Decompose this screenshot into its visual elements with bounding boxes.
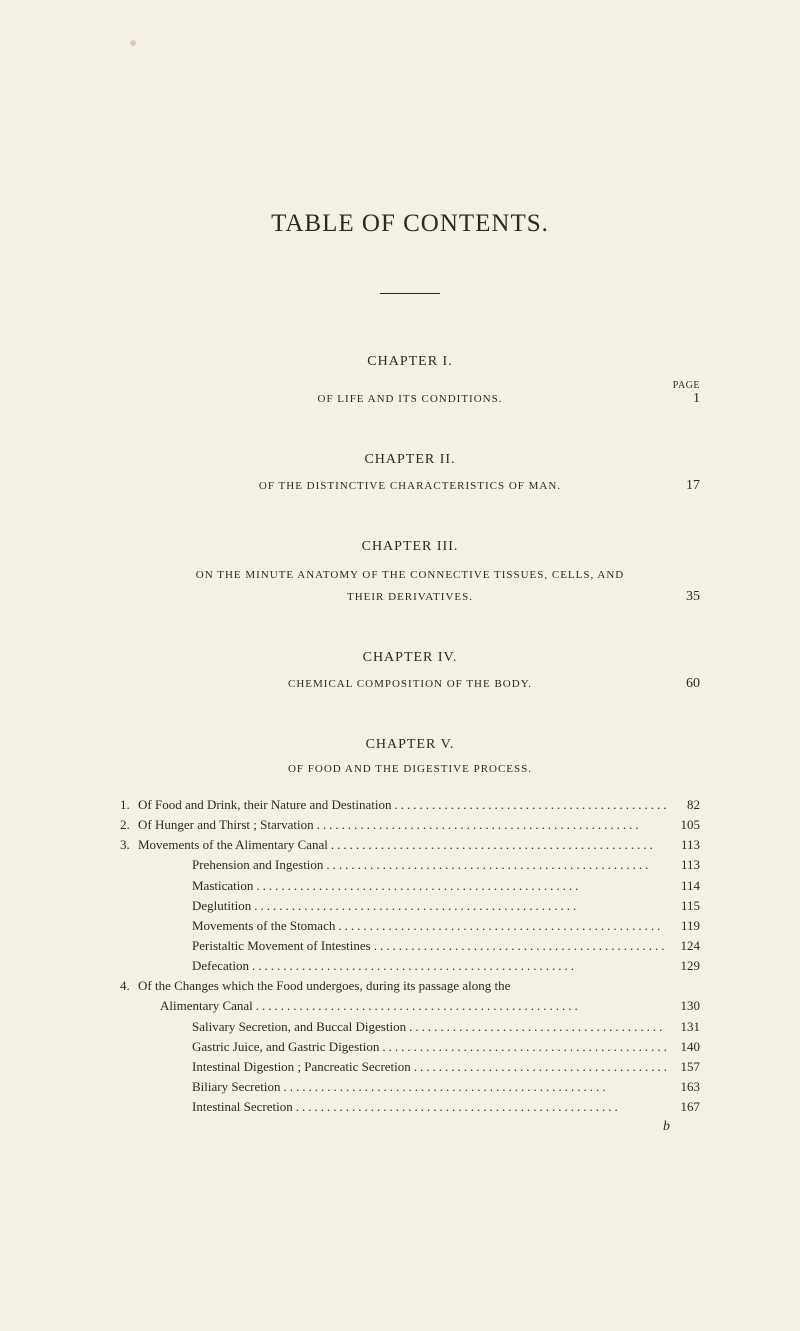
page-content: TABLE OF CONTENTS. CHAPTER I. PAGE OF LI… [120,50,700,1135]
toc-line: Intestinal Digestion ; Pancreatic Secret… [120,1057,700,1077]
toc-line: Biliary Secretion.......................… [120,1077,700,1097]
toc-page: 113 [666,855,700,875]
chapter-4-name: CHAPTER IV. [120,650,700,666]
toc-num: 4. [120,976,138,996]
toc-line: Movements of the Stomach................… [120,916,700,936]
toc-page: 157 [666,1057,700,1077]
toc-line: Peristaltic Movement of Intestines......… [120,936,700,956]
toc-text: Salivary Secretion, and Buccal Digestion [192,1017,406,1037]
chapter-1-row: OF LIFE AND ITS CONDITIONS. 1 [120,391,700,407]
chapter-2-row: OF THE DISTINCTIVE CHARACTERISTICS OF MA… [120,478,700,494]
toc-text: Mastication [192,876,253,896]
chapter-5-subtitle: OF FOOD AND THE DIGESTIVE PROCESS. [160,763,660,775]
toc-line: Defecation..............................… [120,956,700,976]
toc-page: 115 [666,896,700,916]
toc-page: 119 [666,916,700,936]
toc-num: 3. [120,835,138,855]
toc-text: Prehension and Ingestion [192,855,323,875]
toc-dots: ........................................… [323,855,666,875]
toc-page: 163 [666,1077,700,1097]
toc-text: Defecation [192,956,249,976]
toc-page: 140 [666,1037,700,1057]
toc-page: 167 [666,1097,700,1117]
toc-line: Mastication.............................… [120,876,700,896]
chapter-1-subtitle: OF LIFE AND ITS CONDITIONS. [160,393,660,405]
chapter-4-block: CHAPTER IV. [120,650,700,666]
toc-text: Biliary Secretion [192,1077,280,1097]
toc-dots: ........................................… [411,1057,666,1077]
chapter-4-page: 60 [660,676,700,692]
toc-dots: ........................................… [406,1017,666,1037]
toc-dots: ........................................… [280,1077,666,1097]
toc-line: Alimentary Canal........................… [120,996,700,1016]
title-rule [380,293,440,294]
toc-text: Intestinal Secretion [192,1097,293,1117]
toc-text: Deglutition [192,896,251,916]
toc-dots: ........................................… [328,835,666,855]
chapter-2-subtitle: OF THE DISTINCTIVE CHARACTERISTICS OF MA… [160,480,660,492]
toc-dots: ........................................… [249,956,666,976]
chapter-2-name: CHAPTER II. [120,452,700,468]
chapter-1-name: CHAPTER I. [120,354,700,370]
chapter-5-row: OF FOOD AND THE DIGESTIVE PROCESS. [120,763,700,775]
toc-line: 3.Movements of the Alimentary Canal.....… [120,835,700,855]
toc-text: Movements of the Alimentary Canal [138,835,328,855]
chapter-3-line1: ON THE MINUTE ANATOMY OF THE CONNECTIVE … [120,565,700,583]
toc-page: 114 [666,876,700,896]
chapter-5-block: CHAPTER V. [120,737,700,753]
page-label: PAGE [120,380,700,391]
chapter-3-subtitle1: ON THE MINUTE ANATOMY OF THE CONNECTIVE … [196,569,624,581]
toc-dots: ........................................… [293,1097,666,1117]
toc-line: Prehension and Ingestion................… [120,855,700,875]
chapter-5-name: CHAPTER V. [120,737,700,753]
toc-text: Intestinal Digestion ; Pancreatic Secret… [192,1057,411,1077]
toc-line: 4.Of the Changes which the Food undergoe… [120,976,700,996]
toc-text: Peristaltic Movement of Intestines [192,936,371,956]
toc-dots: ........................................… [371,936,666,956]
toc-line: 2.Of Hunger and Thirst ; Starvation.....… [120,815,700,835]
chapter-1-block: CHAPTER I. [120,354,700,370]
footer-mark: b [120,1119,700,1135]
toc-page: 124 [666,936,700,956]
toc-line: Intestinal Secretion....................… [120,1097,700,1117]
toc-text: Movements of the Stomach [192,916,335,936]
toc-dots: ........................................… [335,916,666,936]
toc-page: 113 [666,835,700,855]
toc-section: 1.Of Food and Drink, their Nature and De… [120,795,700,1117]
toc-page: 129 [666,956,700,976]
toc-page: 131 [666,1017,700,1037]
toc-num: 2. [120,815,138,835]
toc-page: 82 [666,795,700,815]
chapter-3-subtitle2: THEIR DERIVATIVES. [160,591,660,603]
chapter-2-page: 17 [660,478,700,494]
toc-line: Gastric Juice, and Gastric Digestion....… [120,1037,700,1057]
chapter-3-page: 35 [660,589,700,605]
toc-page: 130 [666,996,700,1016]
chapter-3-row: THEIR DERIVATIVES. 35 [120,589,700,605]
toc-text: Of Hunger and Thirst ; Starvation [138,815,314,835]
toc-dots: ........................................… [379,1037,666,1057]
toc-line: Deglutition.............................… [120,896,700,916]
chapter-3-block: CHAPTER III. [120,539,700,555]
toc-page: 105 [666,815,700,835]
toc-text: Of the Changes which the Food undergoes,… [138,976,510,996]
toc-text: Gastric Juice, and Gastric Digestion [192,1037,379,1057]
toc-dots: ........................................… [251,896,666,916]
main-title: TABLE OF CONTENTS. [120,210,700,238]
toc-text: Of Food and Drink, their Nature and Dest… [138,795,391,815]
toc-dots: ........................................… [253,996,666,1016]
toc-dots: ........................................… [391,795,666,815]
chapter-4-subtitle: CHEMICAL COMPOSITION OF THE BODY. [160,678,660,690]
toc-line: 1.Of Food and Drink, their Nature and De… [120,795,700,815]
chapter-2-block: CHAPTER II. [120,452,700,468]
chapter-3-name: CHAPTER III. [120,539,700,555]
toc-dots: ........................................… [314,815,666,835]
toc-num: 1. [120,795,138,815]
chapter-1-page: 1 [660,391,700,407]
toc-dots: ........................................… [253,876,666,896]
toc-text: Alimentary Canal [160,996,253,1016]
chapter-4-row: CHEMICAL COMPOSITION OF THE BODY. 60 [120,676,700,692]
toc-line: Salivary Secretion, and Buccal Digestion… [120,1017,700,1037]
